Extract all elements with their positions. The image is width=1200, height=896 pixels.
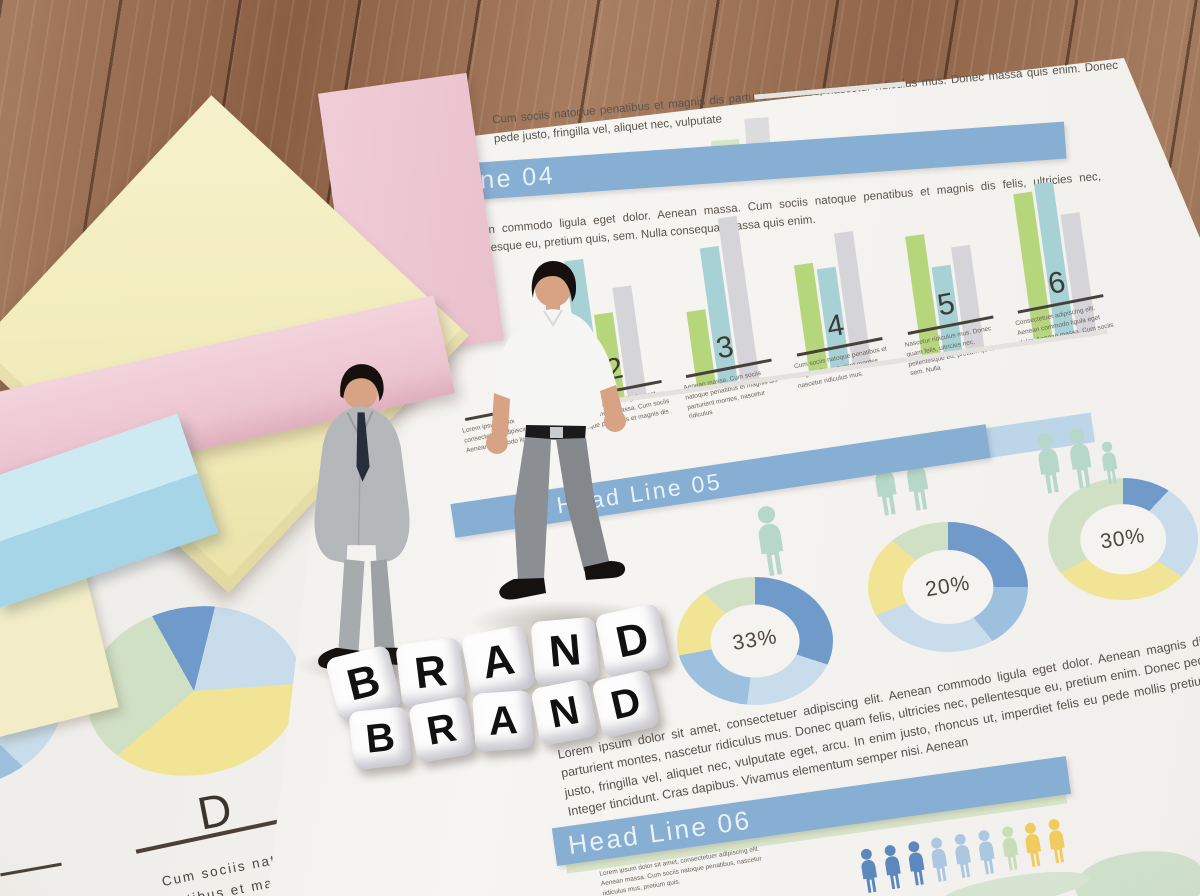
letter-die-b: B bbox=[348, 706, 413, 771]
letter-die-n: N bbox=[530, 678, 599, 747]
donut-chart-33: 33% bbox=[677, 577, 833, 705]
list-item-number: 4 bbox=[824, 308, 847, 344]
figurine-white-shirt bbox=[486, 261, 626, 600]
donut-value: 33% bbox=[730, 625, 779, 656]
donut-hole: 20% bbox=[902, 549, 994, 625]
letter-die-r: R bbox=[408, 696, 476, 764]
donut-value: 30% bbox=[1098, 523, 1147, 554]
person-icon bbox=[1020, 821, 1047, 870]
letter-die-d: D bbox=[591, 668, 661, 739]
donut-hole: 30% bbox=[1080, 504, 1166, 574]
letter-die-d: D bbox=[594, 602, 671, 679]
list-item-number: 3 bbox=[713, 329, 737, 366]
person-icon bbox=[879, 843, 906, 892]
letter-die-a: A bbox=[472, 690, 534, 752]
donut-value: 20% bbox=[923, 571, 972, 602]
person-icon bbox=[997, 824, 1024, 873]
donut-chart-30: 30% bbox=[1048, 478, 1198, 600]
list-item-number: 6 bbox=[1045, 265, 1069, 301]
person-icon-group bbox=[1031, 422, 1123, 496]
person-icon bbox=[1062, 426, 1098, 491]
person-icon bbox=[903, 839, 930, 888]
person-icon bbox=[973, 828, 1000, 877]
letter-die-n: N bbox=[530, 616, 600, 687]
person-icon bbox=[926, 835, 953, 884]
person-icon bbox=[950, 832, 977, 881]
donut-hole: 33% bbox=[710, 604, 800, 678]
donut-chart-20: 20% bbox=[868, 522, 1028, 652]
list-item-number: 5 bbox=[934, 286, 958, 323]
figurine-gray-suit bbox=[314, 364, 411, 669]
